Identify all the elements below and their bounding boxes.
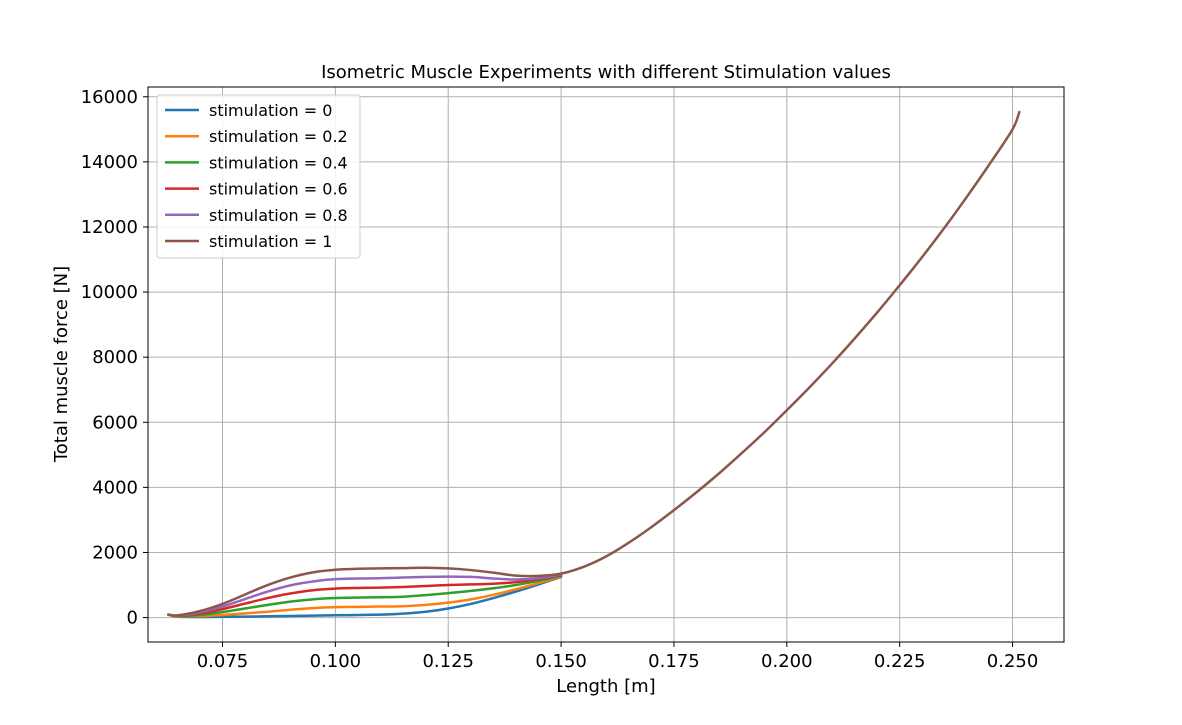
x-tick-label: 0.150 — [535, 651, 587, 672]
legend-label: stimulation = 0 — [209, 101, 332, 120]
legend-label: stimulation = 0.6 — [209, 180, 348, 199]
x-tick-label: 0.200 — [761, 651, 813, 672]
y-tick-label: 6000 — [92, 412, 138, 433]
legend: stimulation = 0 stimulation = 0.2 stimulat… — [156, 94, 361, 259]
x-tick-label: 0.175 — [648, 651, 700, 672]
x-tick-label: 0.075 — [197, 651, 249, 672]
series-line-2 — [167, 574, 563, 618]
x-axis-label: Length [m] — [556, 676, 655, 697]
series-line-0 — [167, 575, 563, 619]
series-line-3 — [167, 574, 563, 618]
y-tick-label: 4000 — [92, 477, 138, 498]
y-tick-label: 0 — [127, 608, 138, 629]
x-tick-label: 0.225 — [874, 651, 926, 672]
legend-label: stimulation = 0.4 — [209, 153, 348, 172]
chart-title: Isometric Muscle Experiments with differ… — [321, 62, 891, 83]
y-tick-label: 16000 — [81, 87, 138, 108]
y-tick-label: 2000 — [92, 542, 138, 563]
legend-label: stimulation = 1 — [209, 232, 332, 251]
x-tick-label: 0.100 — [310, 651, 362, 672]
y-tick-label: 14000 — [81, 152, 138, 173]
series-line-4 — [167, 573, 563, 617]
y-tick-label: 10000 — [81, 282, 138, 303]
legend-label: stimulation = 0.8 — [209, 206, 348, 225]
x-tick-label: 0.125 — [422, 651, 474, 672]
y-tick-label: 8000 — [92, 347, 138, 368]
legend-label: stimulation = 0.2 — [209, 127, 348, 146]
y-tick-label: 12000 — [81, 217, 138, 238]
series-line-1 — [167, 575, 563, 618]
axis-ticks: 0.075 0.100 0.125 0.150 0.175 0.200 0.225 0.250… — [81, 87, 1039, 672]
y-axis-label: Total muscle force [N] — [51, 266, 72, 463]
grid — [148, 87, 1064, 642]
legend-box — [156, 94, 361, 259]
series-lines — [167, 110, 1021, 619]
x-tick-label: 0.250 — [987, 651, 1039, 672]
series-line-5 — [167, 110, 1021, 617]
plot-frame — [147, 86, 1065, 643]
